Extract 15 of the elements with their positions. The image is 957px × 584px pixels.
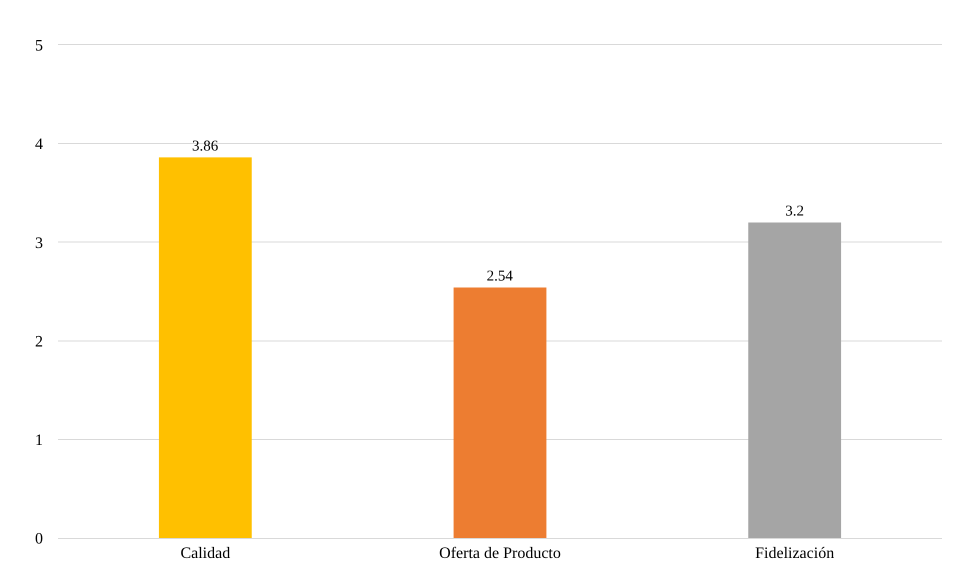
y-tick-label: 1 [35,432,43,449]
y-tick-label: 2 [35,333,43,350]
y-tick-label: 0 [35,530,43,548]
x-tick-label: Fidelización [755,545,834,562]
bar [454,288,546,538]
bar [158,157,252,538]
x-tick-label: Oferta de Producto [439,545,561,562]
y-tick-label: 3 [35,234,43,252]
data-label: 3.86 [192,138,219,154]
x-tick-label: Calidad [180,545,230,562]
y-tick-label: 5 [35,38,43,55]
bar [748,222,842,538]
y-tick-label: 4 [35,136,43,154]
data-label: 2.54 [486,268,514,285]
data-label: 3.2 [785,203,804,220]
